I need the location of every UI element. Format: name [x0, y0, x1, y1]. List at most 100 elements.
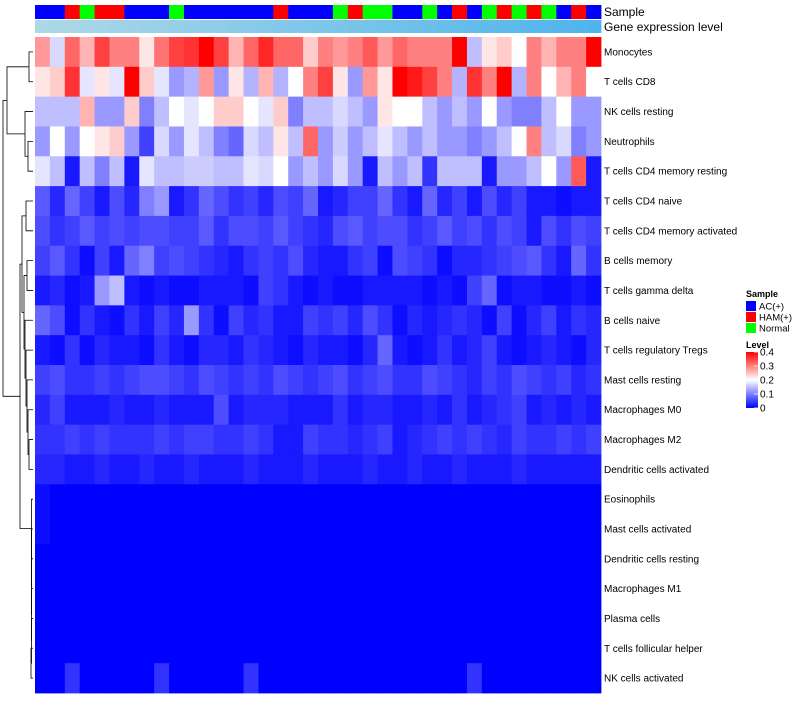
heatmap-cell: [407, 156, 423, 187]
heatmap-cell: [422, 573, 438, 604]
heatmap-cell: [511, 275, 527, 306]
heatmap-cell: [228, 126, 244, 157]
heatmap-cell: [318, 305, 334, 336]
heatmap-cell: [556, 305, 572, 336]
heatmap-cell: [154, 245, 170, 276]
heatmap-cell: [347, 37, 364, 68]
legend-sample-label: AC(+): [759, 302, 784, 313]
heatmap-cell: [303, 245, 319, 276]
heatmap-cell: [362, 424, 378, 455]
heatmap-cell: [183, 275, 200, 306]
heatmap-cell: [94, 126, 110, 157]
heatmap-cell: [258, 663, 274, 694]
heatmap-cell: [183, 37, 200, 68]
heatmap-cell: [407, 394, 423, 426]
heatmap-cell: [303, 275, 319, 306]
heatmap-cell: [49, 66, 66, 98]
heatmap-cell: [496, 96, 513, 127]
heatmap-cell: [362, 186, 378, 217]
heatmap-cell: [228, 424, 244, 455]
heatmap-cell: [94, 424, 110, 455]
heatmap-cell: [139, 245, 155, 276]
heatmap-cell: [94, 305, 110, 336]
row-label: Macrophages M0: [604, 405, 682, 416]
heatmap-cell: [511, 305, 527, 336]
heatmap-cell: [526, 305, 542, 336]
heatmap-cell: [511, 66, 527, 98]
heatmap-cell: [258, 156, 274, 187]
heatmap-cell: [541, 633, 557, 664]
heatmap-cell: [139, 275, 155, 306]
legend-level-ticks: 0.4 0.3 0.2 0.1 0: [754, 348, 774, 415]
heatmap-cell: [169, 514, 185, 545]
row-label: T cells CD4 naive: [604, 197, 683, 208]
heatmap-cell: [332, 275, 349, 306]
heatmap-cell: [183, 335, 200, 366]
heatmap-cell: [64, 424, 81, 455]
heatmap-cell: [198, 394, 215, 426]
heatmap-cell: [213, 424, 230, 455]
heatmap-cell: [452, 305, 468, 336]
heatmap-cell: [64, 66, 81, 98]
sample-bar-cell: [362, 5, 378, 19]
heatmap-cell: [228, 305, 244, 336]
heatmap-cell: [124, 424, 140, 455]
heatmap-cell: [64, 603, 81, 634]
heatmap-cell: [571, 573, 587, 604]
heatmap-cell: [407, 514, 423, 545]
heatmap-cell: [452, 424, 468, 455]
heatmap-cell: [407, 186, 423, 217]
heatmap-cell: [213, 543, 230, 575]
heatmap-cell: [526, 96, 542, 127]
heatmap-cell: [64, 335, 81, 366]
sample-bar-cell: [392, 5, 408, 19]
heatmap-cell: [169, 365, 185, 396]
heatmap-cell: [303, 126, 319, 157]
heatmap-cell: [64, 365, 81, 396]
heatmap-cell: [183, 126, 200, 157]
heatmap-cell: [466, 305, 483, 336]
heatmap-cell: [466, 335, 483, 366]
heatmap-cell: [556, 96, 572, 127]
heatmap-cell: [571, 156, 587, 187]
heatmap-cell: [169, 573, 185, 604]
heatmap-cell: [452, 156, 468, 187]
heatmap-cell: [64, 663, 81, 694]
heatmap-cell: [198, 514, 215, 545]
sample-bar-cell: [258, 5, 274, 19]
heatmap-cell: [64, 156, 81, 187]
heatmap-cell: [198, 335, 215, 366]
heatmap-cell: [243, 186, 259, 217]
heatmap-cell: [124, 186, 140, 217]
heatmap-cell: [571, 96, 587, 127]
heatmap-cell: [392, 514, 408, 545]
heatmap-cell: [183, 603, 200, 634]
heatmap-cell: [556, 215, 572, 247]
heatmap-cell: [347, 275, 364, 306]
heatmap-cell: [243, 573, 259, 604]
heatmap-cell: [288, 156, 304, 187]
heatmap-cell: [169, 186, 185, 217]
heatmap-cell: [526, 543, 542, 575]
heatmap-cell: [422, 603, 438, 634]
heatmap-cell: [377, 603, 393, 634]
heatmap-cell: [541, 663, 557, 694]
heatmap-cell: [481, 454, 498, 485]
heatmap-cell: [586, 394, 602, 426]
heatmap-cell: [466, 96, 483, 127]
heatmap-cell: [541, 573, 557, 604]
heatmap-cell: [243, 305, 259, 336]
heatmap-cell: [452, 245, 468, 276]
heatmap-cell: [496, 514, 513, 545]
heatmap-cell: [49, 156, 66, 187]
heatmap-cell: [481, 573, 498, 604]
heatmap-cell: [109, 603, 125, 634]
heatmap-cell: [481, 484, 498, 515]
heatmap-cell: [318, 543, 334, 575]
heatmap-cell: [198, 663, 215, 694]
heatmap-cell: [318, 394, 334, 426]
heatmap-cell: [49, 484, 66, 515]
heatmap-cell: [139, 573, 155, 604]
heatmap-cell: [213, 245, 230, 276]
heatmap-cell: [362, 156, 378, 187]
